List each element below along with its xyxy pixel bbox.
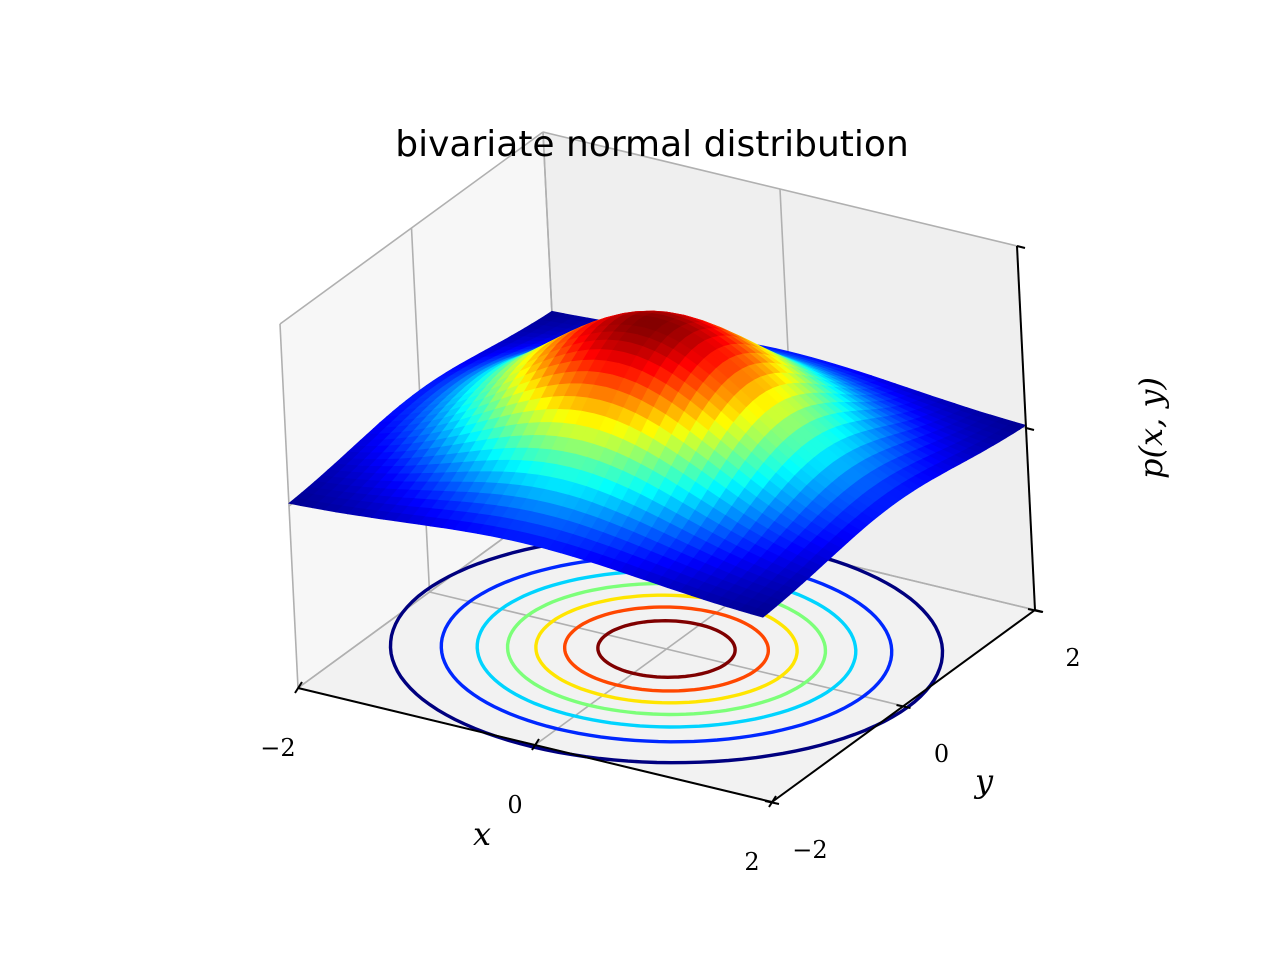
gridline-z-left-2 xyxy=(279,131,544,325)
contour-level-2 xyxy=(475,569,858,729)
y-axis-label: y xyxy=(973,762,994,800)
y-tick-label-1: 0 xyxy=(934,740,949,768)
contour-level-6 xyxy=(596,618,737,680)
y-tick-0 xyxy=(764,800,780,805)
gridline-z-back-2 xyxy=(542,131,1018,247)
y-tick-label-2: 2 xyxy=(1065,644,1080,672)
surface-patch-39-0 xyxy=(750,608,771,618)
x-tick-0 xyxy=(294,681,303,694)
chart-title: bivariate normal distribution xyxy=(395,124,909,165)
z-tick-2 xyxy=(1016,245,1026,249)
contour-level-3 xyxy=(505,581,828,717)
z-axis-label: p(x, y) xyxy=(1132,377,1170,479)
x-tick-label-2: 2 xyxy=(744,848,759,876)
x-axis-label: x xyxy=(473,815,491,853)
x-tick-2 xyxy=(768,795,777,808)
surface-plot xyxy=(288,310,1027,618)
gridline-y-floor-1 xyxy=(429,591,904,707)
z-tick-1 xyxy=(1025,427,1035,431)
contour-level-4 xyxy=(534,593,799,705)
contour-level-5 xyxy=(563,605,770,693)
x-tick-label-1: 0 xyxy=(507,791,522,819)
contour-level-1 xyxy=(439,554,894,744)
contour-plot xyxy=(388,533,945,765)
ticks: −2 0 2 −2 0 2 xyxy=(260,245,1081,876)
y-tick-label-0: −2 xyxy=(792,836,827,864)
contour-level-0 xyxy=(388,533,945,765)
y-tick-1 xyxy=(896,704,911,709)
x-tick-label-0: −2 xyxy=(260,734,295,762)
z-tick-0 xyxy=(1034,609,1044,613)
x-tick-1 xyxy=(531,738,540,751)
